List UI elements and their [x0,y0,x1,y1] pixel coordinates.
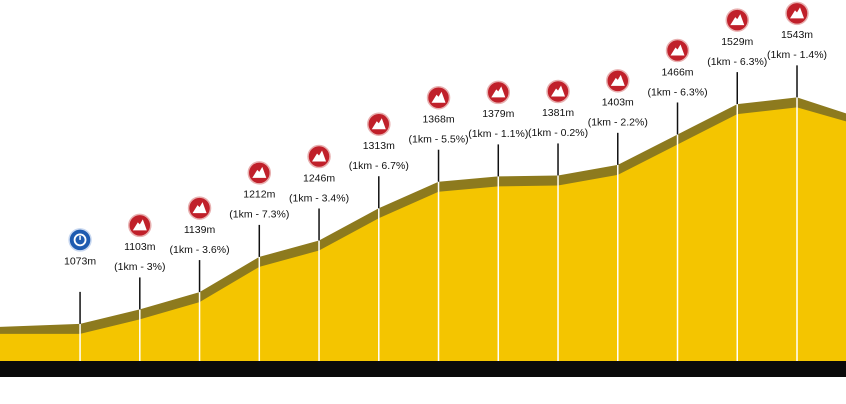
gradient-label: (1km - 0.2%) [528,127,588,139]
icon [247,161,272,185]
elevation-label: 1103m [124,241,156,253]
icon-mountain [132,219,147,231]
elevation-label: 1246m [303,172,335,184]
elevation-label: 1403m [602,97,634,109]
icon [606,69,630,93]
icon [128,213,152,238]
gradient-label: (1km - 3.6%) [170,244,230,256]
icon [546,79,570,104]
elevation-label: 1212m [243,189,275,201]
icon [307,144,331,169]
gradient-label: (1km - 3.4%) [289,192,349,204]
elevation-label: 1073m [64,256,96,268]
elevation-label: 1379m [482,108,514,120]
gradient-label: (1km - 1.1%) [468,128,528,140]
icon [725,8,750,32]
axis-bar [0,361,846,377]
elevation-label: 1139m [184,224,216,236]
gradient-label: (1km - 6.3%) [647,86,707,98]
gradient-label: (1km - 3%) [114,261,165,273]
elevation-label: 1368m [422,113,454,125]
icon [68,228,92,252]
icon [486,80,511,105]
elevation-label: 1381m [542,107,574,119]
icon-mountain [551,85,566,97]
icon-mountain [252,166,267,178]
icon-mountain [192,202,207,214]
elevation-label: 1529m [721,36,753,48]
gradient-label: (1km - 1.4%) [767,49,827,61]
icon [665,38,690,63]
icon-mountain [431,91,446,103]
icon-mountain [610,74,625,86]
icon-clock [73,233,87,247]
icon [785,1,809,26]
icon-mountain [491,86,506,98]
icon [426,85,451,110]
elevation-label: 1313m [363,140,395,152]
gradient-label: (1km - 7.3%) [229,209,289,221]
icon-mountain [670,44,685,56]
gradient-label: (1km - 2.2%) [588,117,648,129]
icon [187,196,212,220]
icon-mountain [790,7,805,19]
icon-mountain [312,150,327,162]
gradient-label: (1km - 6.3%) [707,56,767,68]
gradient-label: (1km - 6.7%) [349,160,409,172]
gradient-label: (1km - 5.5%) [408,133,468,145]
icon-mountain [371,118,386,130]
icon-mountain [730,14,745,26]
icon [367,112,391,136]
elevation-label: 1543m [781,29,813,41]
elevation-fill [0,107,846,361]
elevation-label: 1466m [661,66,693,78]
